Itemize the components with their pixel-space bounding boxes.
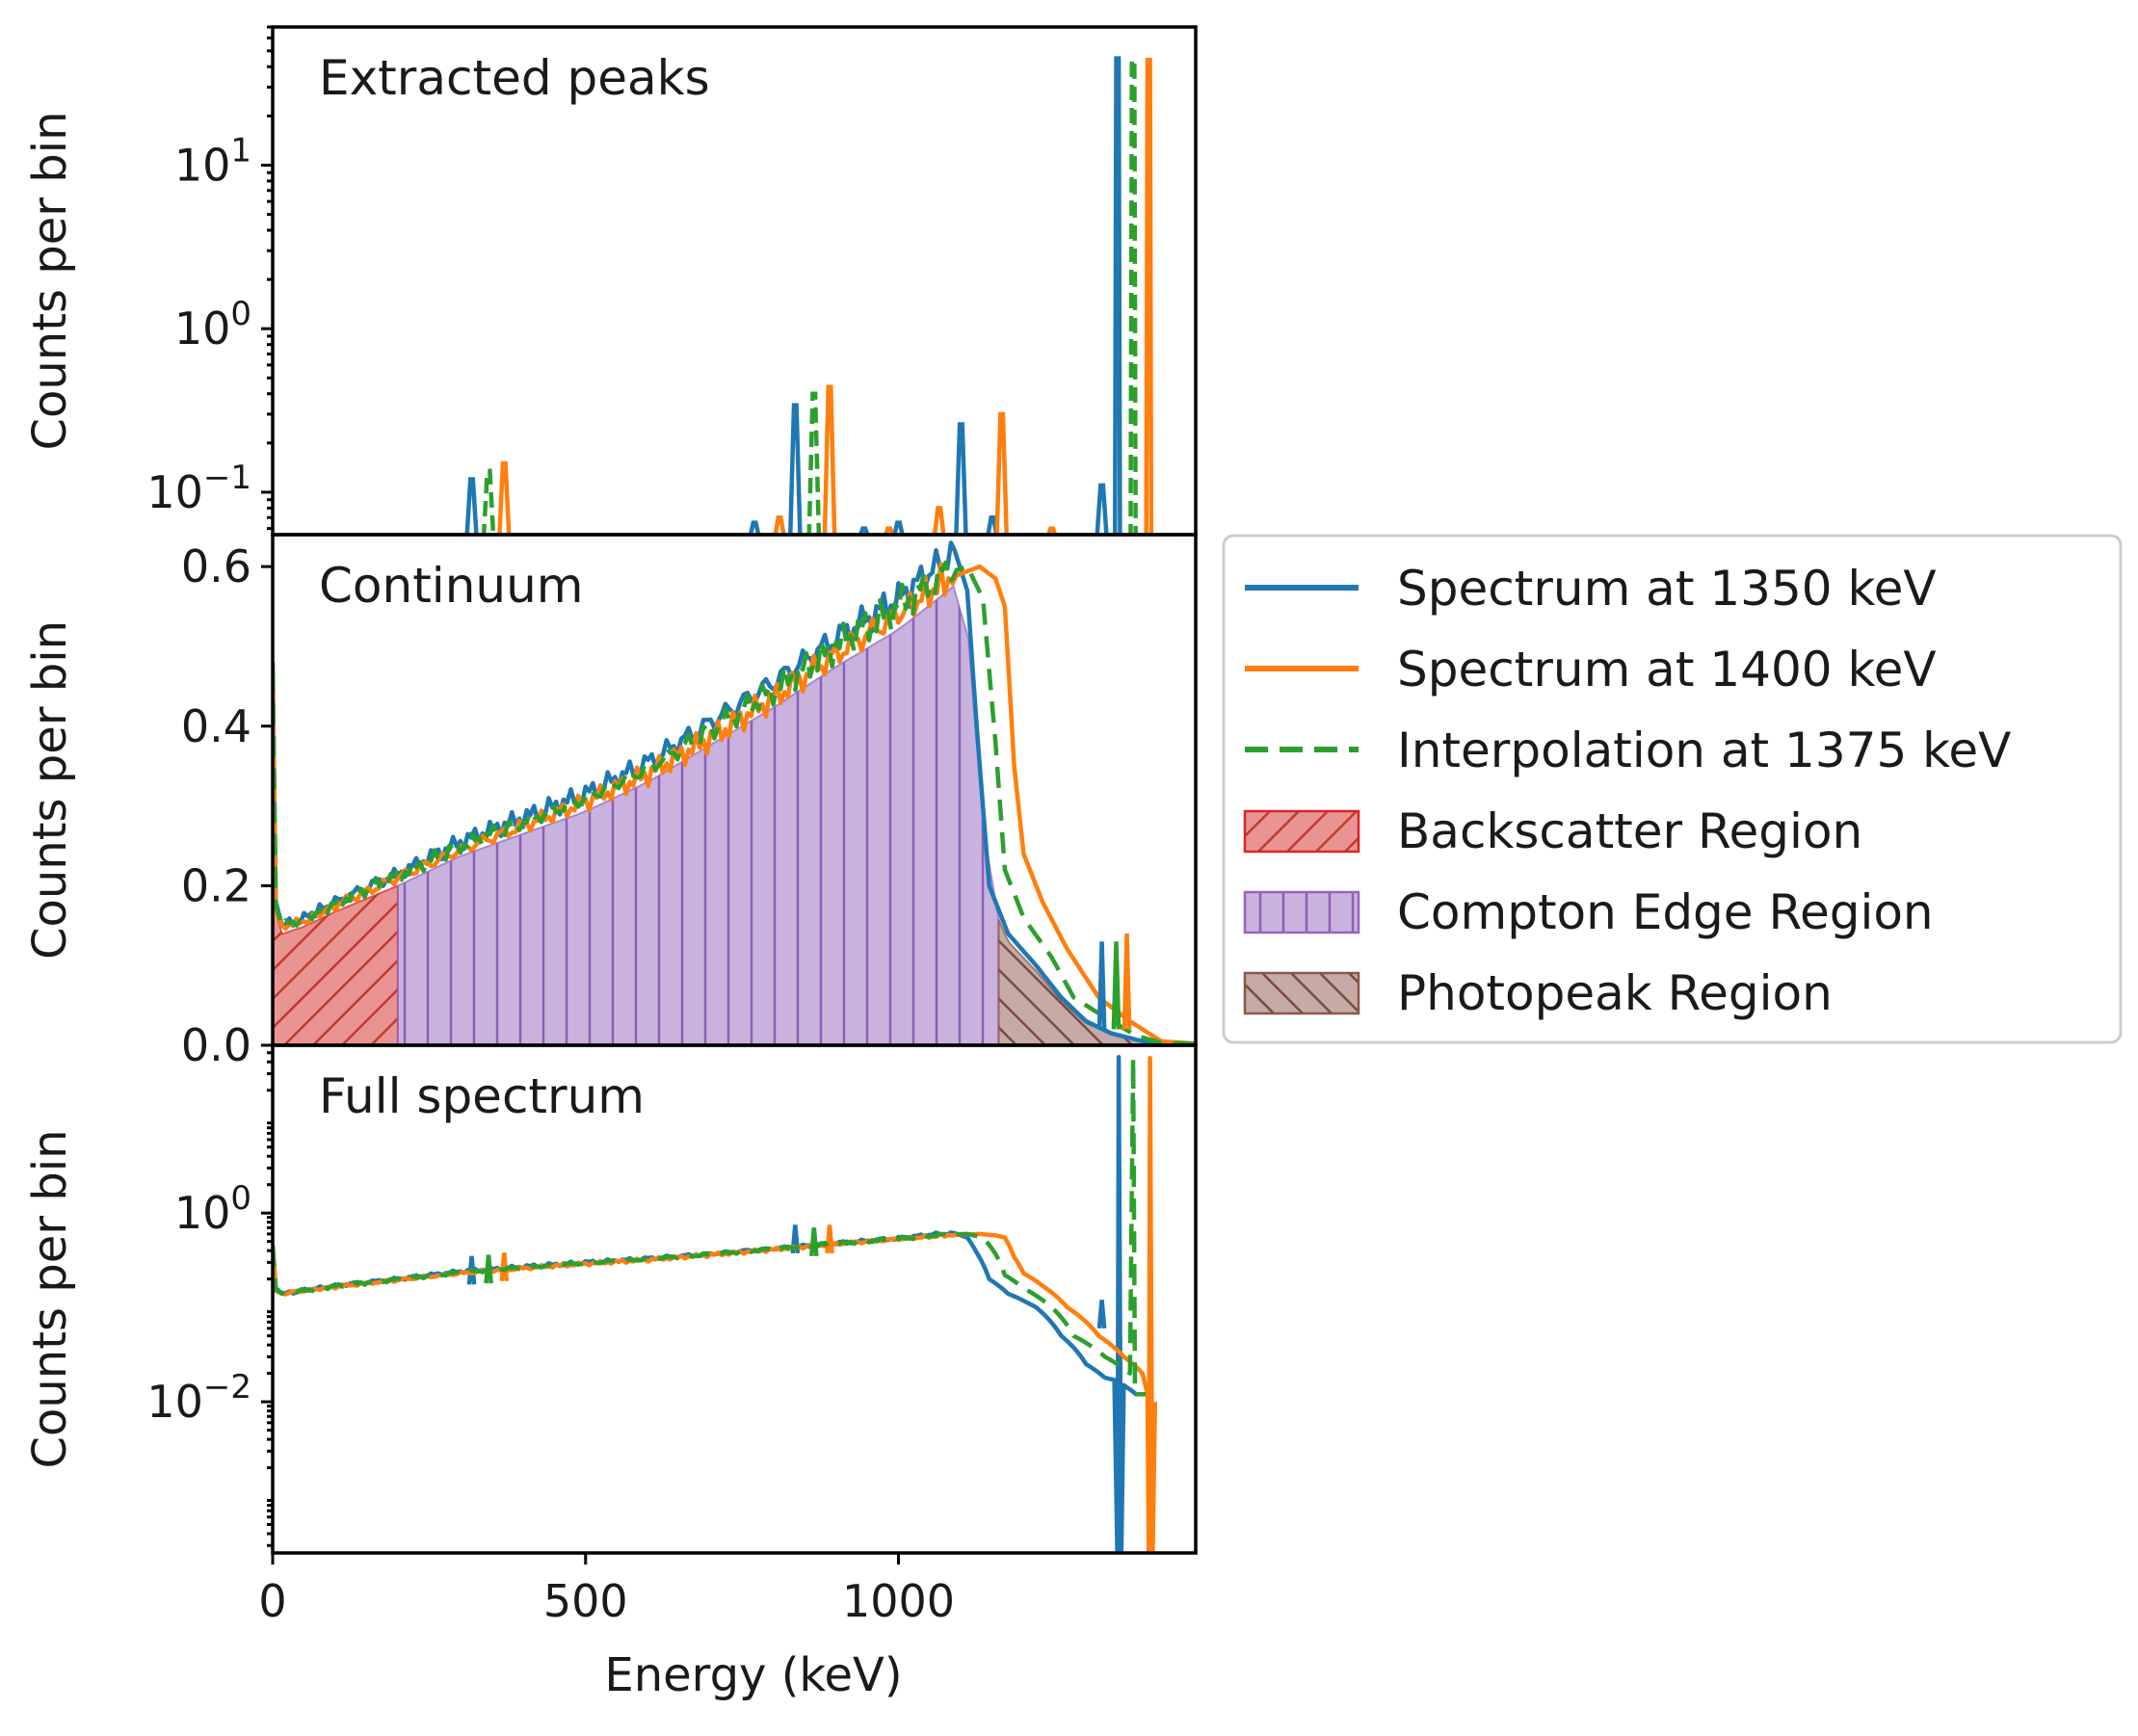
y-axis-label: Counts per bin bbox=[23, 1129, 77, 1468]
peak-s1400-4 bbox=[932, 506, 946, 535]
peak-interp-2 bbox=[1128, 57, 1138, 535]
legend-item: Interpolation at 1375 keV bbox=[1245, 723, 2011, 778]
spike-interp bbox=[1111, 941, 1122, 1030]
panel-3: Full spectrum 10−2 100 Counts per bin 0 500 10… bbox=[23, 1043, 1198, 1702]
peak-s1350-0 bbox=[464, 477, 479, 535]
y-tick-label: 10−2 bbox=[146, 1368, 251, 1428]
peak-s1350-7 bbox=[1095, 483, 1109, 535]
legend-label: Interpolation at 1375 keV bbox=[1397, 723, 2011, 778]
y-axis-label: Counts per bin bbox=[23, 620, 77, 960]
x-tick-label: 0 bbox=[258, 1575, 286, 1627]
peak-s1350-8 bbox=[1112, 56, 1122, 535]
legend-item: Spectrum at 1400 keV bbox=[1245, 642, 1937, 697]
region-backscatter-hatch bbox=[273, 689, 399, 1045]
legend-swatch-hatch bbox=[1243, 809, 1360, 854]
legend-label: Backscatter Region bbox=[1397, 803, 1862, 859]
series-line-interp bbox=[273, 560, 1196, 1045]
panel-title: Full spectrum bbox=[319, 1068, 645, 1124]
peak-s1400-2 bbox=[822, 384, 837, 535]
legend-item: Backscatter Region bbox=[1243, 803, 1862, 859]
y-tick-label: 100 bbox=[174, 1179, 251, 1239]
plot-area bbox=[464, 56, 1154, 535]
series-line-s1400 bbox=[273, 1055, 1158, 1553]
spike-interp-0 bbox=[484, 1254, 493, 1284]
series-line-s1400 bbox=[273, 562, 1196, 1045]
legend-label: Photopeak Region bbox=[1397, 965, 1833, 1021]
peak-s1350-2 bbox=[788, 403, 803, 535]
spike-interp-1 bbox=[808, 1227, 819, 1257]
panel-2: Continuum 0.0 0.2 0.4 0.6 Counts per bin bbox=[23, 533, 1198, 1071]
y-tick-label: 0.6 bbox=[181, 540, 251, 592]
legend-label: Spectrum at 1350 keV bbox=[1397, 561, 1937, 617]
legend-swatch-hatch bbox=[1243, 971, 1360, 1015]
peak-interp-1 bbox=[806, 391, 822, 535]
panel-title: Continuum bbox=[319, 558, 583, 614]
peak-s1400-1 bbox=[773, 514, 786, 535]
legend-swatch-hatch bbox=[1243, 890, 1360, 934]
spike-s1350 bbox=[1096, 941, 1107, 1030]
peak-s1400-5 bbox=[994, 411, 1009, 535]
peak-s1400-0 bbox=[497, 460, 512, 535]
peak-s1350-5 bbox=[954, 422, 968, 535]
panel-title: Extracted peaks bbox=[319, 50, 710, 106]
series-line-s1350 bbox=[273, 1054, 1149, 1553]
y-tick-label: 10−1 bbox=[146, 459, 251, 518]
region-compton-hatch bbox=[396, 584, 1000, 1045]
plot-area bbox=[273, 1054, 1158, 1553]
x-tick-label: 500 bbox=[543, 1575, 628, 1627]
legend-label: Spectrum at 1400 keV bbox=[1397, 642, 1937, 697]
y-tick-label: 100 bbox=[174, 295, 251, 355]
legend-item: Photopeak Region bbox=[1243, 965, 1833, 1021]
x-axis-label: Energy (keV) bbox=[604, 1648, 902, 1702]
legend-item: Compton Edge Region bbox=[1243, 884, 1934, 940]
peak-s1400-7 bbox=[1144, 57, 1154, 535]
y-tick-label: 0.2 bbox=[181, 859, 251, 911]
spike-s1400-1 bbox=[825, 1224, 834, 1254]
x-tick-label: 1000 bbox=[842, 1575, 955, 1627]
spike-s1350-2 bbox=[1096, 1300, 1107, 1329]
y-tick-label: 101 bbox=[174, 131, 251, 191]
legend: Spectrum at 1350 keV Spectrum at 1400 keV… bbox=[1222, 534, 2123, 1044]
plot-area bbox=[273, 540, 1196, 1045]
y-tick-label: 0.4 bbox=[181, 700, 251, 752]
y-tick-label: 0.0 bbox=[181, 1019, 251, 1071]
legend-label: Compton Edge Region bbox=[1397, 884, 1934, 940]
spike-s1400 bbox=[1122, 934, 1132, 1030]
series-line-interp bbox=[273, 1055, 1146, 1397]
axes-frame bbox=[271, 1043, 1198, 1555]
panel-1: Extracted peaks 10−1 100 101 Counts per bin bbox=[23, 25, 1198, 537]
peak-interp-0 bbox=[481, 468, 496, 535]
spike-s1350-1 bbox=[790, 1224, 801, 1254]
peak-s1350-1 bbox=[748, 520, 761, 535]
peak-s1350-4 bbox=[892, 520, 905, 535]
legend-box bbox=[1222, 534, 2123, 1044]
y-axis-label: Counts per bin bbox=[23, 111, 77, 450]
legend-item: Spectrum at 1350 keV bbox=[1245, 561, 1937, 617]
